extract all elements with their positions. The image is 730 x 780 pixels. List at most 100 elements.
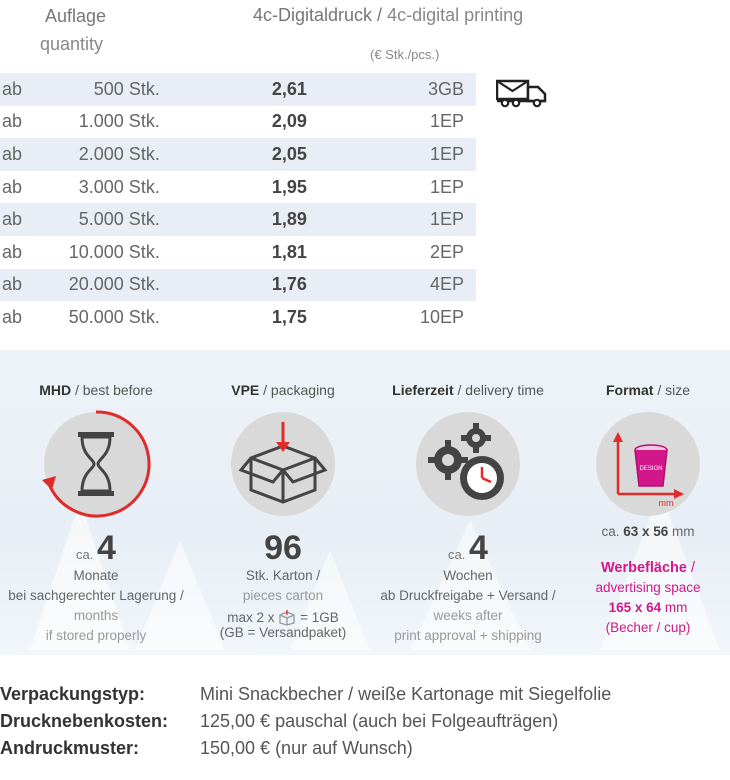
lieferzeit-line3: weeks after [433,608,503,623]
row-shipping-code: 1EP [306,203,476,236]
row-quantity: 1.000 Stk. [78,111,160,132]
row-shipping-code: 1EP [429,111,464,132]
detail-value: Mini Snackbecher / weiße Kartonage mit S… [200,684,612,704]
ad-title-de: Werbefläche [600,560,687,576]
print-header-sep: / [372,5,388,25]
print-header-de: 4c-Digitaldruck [253,5,373,25]
row-price: 1,75 [271,306,307,327]
mhd-line2: bei sachgerechter Lagerung / [8,588,184,603]
table-row: ab 1.000 Stk. 2,09 1EP [0,106,476,139]
row-shipping-code: 1EP [429,176,464,197]
mhd-value-line: ca. 4 [6,530,186,566]
row-price: 2,09 [271,111,307,132]
ad-note: (Becher / cup) [605,620,691,635]
format-column: Format / size DESIGN mm ca. 63 x 56 mm W… [558,360,730,638]
mhd-title: MHD / best before [6,382,186,398]
ad-size-value: 165 x 64 [608,600,662,615]
table-row: ab 50.000 Stk. 1,75 10EP [0,301,476,334]
quantity-header-de: Auflage [45,6,107,26]
lieferzeit-value: 4 [469,529,488,567]
row-prefix: ab [0,73,32,106]
mhd-column: MHD / best before ca. 4 Monate bei sachg… [6,360,186,646]
row-prefix: ab [0,268,32,302]
cup-size-icon: DESIGN mm [613,432,684,508]
row-shipping-code: 2EP [429,241,464,262]
mhd-title-en: / best before [71,382,153,398]
lieferzeit-column: Lieferzeit / delivery time ca. 4 Wochen … [378,360,558,646]
cup-badge: DESIGN mm [596,412,700,516]
vpe-value-line: 96 [193,530,373,566]
lieferzeit-title-en: / delivery time [453,382,544,398]
format-title-de: Format [605,382,654,398]
vpe-column: VPE / packaging 96 Stk. Karton / pieces … [193,360,373,640]
detail-row: Drucknebenkosten: 125,00 € pauschal (auc… [0,711,730,737]
box-badge [231,412,335,516]
lieferzeit-line4: print approval + shipping [394,628,542,643]
cup-label: DESIGN [639,466,662,472]
mhd-value: 4 [97,529,116,567]
vpe-line1: Stk. Karton / [245,568,321,583]
hourglass-badge [42,410,151,518]
vpe-line3: max 2 x = 1GB [193,610,373,627]
lieferzeit-value-line: ca. 4 [378,530,558,566]
format-size: ca. 63 x 56 mm [558,522,730,542]
row-shipping-code: 4EP [306,268,476,302]
vpe-line4: (GB = Versandpaket) [219,625,347,641]
vpe-value: 96 [264,529,302,567]
vpe-line3-b: = 1GB [300,610,339,625]
detail-label: Andruckmuster: [0,738,140,758]
detail-row: Verpackungstyp: Mini Snackbecher / weiße… [0,684,730,710]
print-header-en: 4c-digital printing [387,5,524,25]
price-table: ab 500 Stk. 2,61 3GB ab 1.000 Stk. 2,09 1EP ab… [0,73,476,334]
row-shipping-code: 10EP [419,306,464,327]
row-prefix: ab [0,138,32,171]
row-prefix: ab [2,241,23,262]
vpe-title-de: VPE [231,382,260,398]
lieferzeit-line2: ab Druckfreigabe + Versand / [380,588,556,603]
table-row: ab 3.000 Stk. 1,95 1EP [0,171,476,204]
ad-title-sep: / [686,560,696,576]
row-price: 1,76 [159,268,307,302]
format-size-prefix: ca. [601,524,620,539]
row-prefix: ab [0,203,32,236]
box-icon [238,422,328,504]
mhd-ca: ca. [76,547,94,562]
detail-label: Drucknebenkosten: [0,711,169,731]
mhd-line1: Monate [73,568,119,583]
table-row: ab 5.000 Stk. 1,89 1EP [0,203,476,236]
row-price: 2,05 [159,138,307,171]
row-price: 1,95 [271,176,307,197]
row-price: 1,89 [159,203,307,236]
table-row: ab 2.000 Stk. 2,05 1EP [0,138,476,171]
quantity-header-en: quantity [40,34,104,54]
format-title-en: / size [653,382,691,398]
row-price: 1,81 [271,241,307,262]
mhd-title-de: MHD [39,382,72,398]
mm-label: mm [659,498,674,508]
row-prefix: ab [2,111,23,132]
row-quantity: 5.000 Stk. [31,203,160,236]
delivery-truck-icon [496,79,547,108]
lieferzeit-ca: ca. [448,547,466,562]
row-quantity: 50.000 Stk. [68,306,160,327]
table-row: ab 20.000 Stk. 1,76 4EP [0,268,476,302]
vpe-line3-a: max 2 x [227,610,275,625]
row-shipping-code: 3GB [306,73,476,106]
mhd-line4: if stored properly [45,628,147,643]
vpe-line2: pieces carton [242,588,324,603]
row-shipping-code: 1EP [306,138,476,171]
mhd-line3: months [73,608,119,623]
ad-size: 165 x 64 mm [558,598,730,618]
lieferzeit-title: Lieferzeit / delivery time [378,382,558,398]
row-prefix: ab [2,176,23,197]
detail-label: Verpackungstyp: [0,684,146,704]
format-size-value: 63 x 56 [623,524,669,539]
format-size-unit: mm [668,524,695,539]
vpe-title: VPE / packaging [193,382,373,398]
ad-size-unit: mm [661,600,688,615]
detail-row: Andruckmuster: 150,00 € (nur auf Wunsch) [0,738,730,764]
small-box-icon [279,610,295,627]
print-header: 4c-Digitaldruck / 4c-digital printing [253,5,523,26]
hourglass-icon [42,410,151,518]
row-quantity: 3.000 Stk. [78,176,160,197]
